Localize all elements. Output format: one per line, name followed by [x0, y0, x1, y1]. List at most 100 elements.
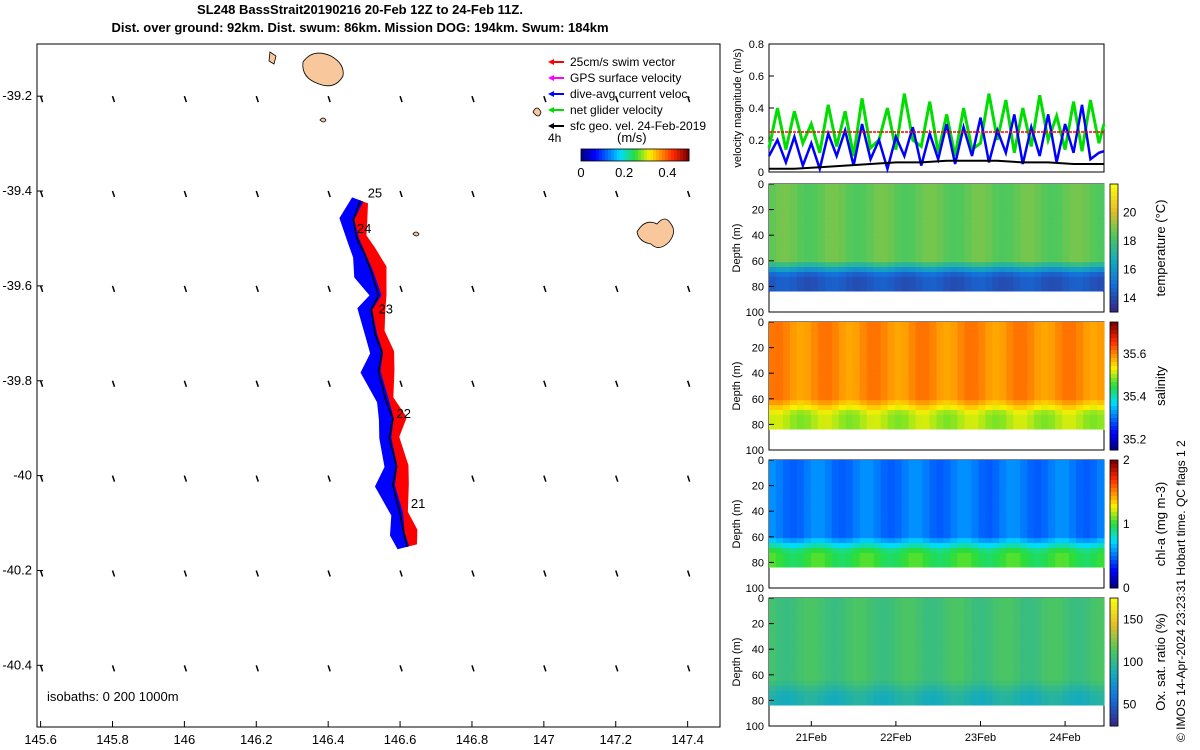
geo-velocity-arrow [615, 190, 619, 198]
temperature-section-cell [1083, 257, 1091, 263]
oxygen-section-cell [1020, 632, 1028, 638]
chlorophyll-section-cell [964, 484, 972, 490]
salinity-section-cell [1020, 405, 1028, 411]
temperature-section-cell [845, 247, 854, 254]
oxygen-section-cell [908, 612, 917, 619]
salinity-section-cell [838, 409, 847, 416]
oxygen-section-cell [887, 666, 896, 672]
salinity-section-cell [810, 336, 819, 343]
oxygen-section-cell [852, 632, 861, 638]
chlorophyll-section-cell [1006, 469, 1014, 476]
temperature-section-cell [803, 227, 812, 234]
temperature-section-cell [1020, 286, 1028, 293]
chlorophyll-section-cell [845, 460, 854, 466]
chlorophyll-section-cell [1062, 484, 1070, 490]
legend-colorbar-segment [620, 149, 624, 161]
salinity-section-cell [859, 341, 868, 348]
velocity-y-tick-label: 0 [758, 167, 764, 179]
chlorophyll-section-cell [978, 499, 986, 505]
oxygen-section-cell [880, 617, 889, 624]
salinity-section-cell [901, 370, 910, 377]
oxygen-section-cell [845, 632, 854, 638]
chlorophyll-section-cell [852, 484, 861, 490]
temperature-section-cell [978, 198, 986, 205]
oxygen-section-cell [852, 622, 861, 628]
oxygen-section-cell [1055, 676, 1063, 682]
chlorophyll-section-cell [831, 479, 840, 486]
oxygen-section-cell [978, 617, 986, 624]
chlorophyll-section-cell [824, 533, 833, 539]
temperature-section-cell [971, 271, 979, 278]
temperature-section-cell [1041, 218, 1049, 224]
chlorophyll-section-cell [1041, 528, 1049, 534]
salinity-section-cell [1076, 375, 1084, 382]
oxygen-section-cell [894, 612, 903, 619]
salinity-section-cell [1041, 336, 1049, 343]
salinity-section-cell [894, 424, 903, 431]
oxygen-section-cell [922, 690, 931, 697]
chlorophyll-section-cell [1083, 484, 1091, 490]
temperature-section-cell [1090, 184, 1098, 190]
salinity-section-cell [1069, 424, 1077, 431]
salinity-section-cell [1076, 341, 1084, 348]
chlorophyll-section-cell [929, 474, 938, 481]
oxygen-section-colorbar-segment [1110, 646, 1118, 651]
chlorophyll-section-colorbar-segment [1110, 476, 1118, 481]
oxygen-section-cell [922, 695, 931, 702]
chlorophyll-section-cell [908, 479, 917, 486]
salinity-section-cell [824, 419, 833, 426]
salinity-section-cell [1090, 414, 1098, 421]
salinity-section-cell [1076, 365, 1084, 372]
temperature-section-cell [978, 286, 986, 293]
temperature-section-cell [1097, 252, 1105, 258]
oxygen-section-cell [796, 612, 805, 619]
oxygen-section-cell [908, 602, 917, 609]
oxygen-section-cell [957, 685, 966, 692]
chlorophyll-section-cell [1020, 469, 1028, 476]
temperature-section-cell [929, 213, 938, 219]
oxygen-section-cell [866, 617, 875, 624]
temperature-section-cell [887, 242, 896, 249]
temperature-section-cell [908, 252, 917, 258]
oxygen-section-cell [859, 612, 868, 619]
temperature-section-cell [915, 208, 924, 214]
salinity-section-cell [978, 361, 986, 367]
legend-colorbar-segment [680, 149, 684, 161]
chlorophyll-section-cell [992, 543, 1000, 549]
chlorophyll-section-cell [831, 552, 840, 559]
temperature-section-cell [978, 227, 986, 234]
salinity-section-cell [880, 409, 889, 416]
salinity-section-cell [901, 322, 910, 328]
salinity-section-cell [1090, 409, 1098, 416]
legend-colorbar-segment [623, 149, 627, 161]
oxygen-section-cell [999, 598, 1007, 604]
salinity-section-cell [971, 414, 979, 421]
temperature-section-cell [1006, 262, 1014, 268]
temperature-section-cell [1027, 237, 1035, 244]
chlorophyll-section-cell [964, 508, 972, 515]
oxygen-section-cell [1006, 656, 1014, 663]
salinity-section-cell [880, 424, 889, 431]
chlorophyll-section-cell [964, 523, 972, 530]
temperature-section-cell [894, 188, 903, 195]
temperature-section-cell [775, 242, 784, 249]
salinity-section-cell [901, 361, 910, 367]
oxygen-section-cell [1055, 646, 1063, 653]
chlorophyll-section-cell [873, 557, 882, 564]
oxygen-section-cell [1062, 666, 1070, 672]
chlorophyll-section-cell [894, 464, 903, 471]
temperature-section-colorbar-segment [1110, 248, 1118, 253]
temperature-section-cell [922, 242, 931, 249]
temperature-section-cell [908, 203, 917, 210]
salinity-section-cell [1069, 331, 1077, 338]
oxygen-section-cell [873, 666, 882, 672]
salinity-section-y-axis-label: Depth (m) [731, 362, 743, 411]
chlorophyll-section-cell [887, 523, 896, 530]
chlorophyll-section-cell [782, 533, 791, 539]
chlorophyll-section-cell [824, 489, 833, 495]
oxygen-section-cell [803, 622, 812, 628]
chlorophyll-section-cell [950, 552, 959, 559]
chlorophyll-section-cell [1083, 474, 1091, 481]
chlorophyll-section-cell [1048, 552, 1056, 559]
salinity-section-cell [775, 365, 784, 372]
